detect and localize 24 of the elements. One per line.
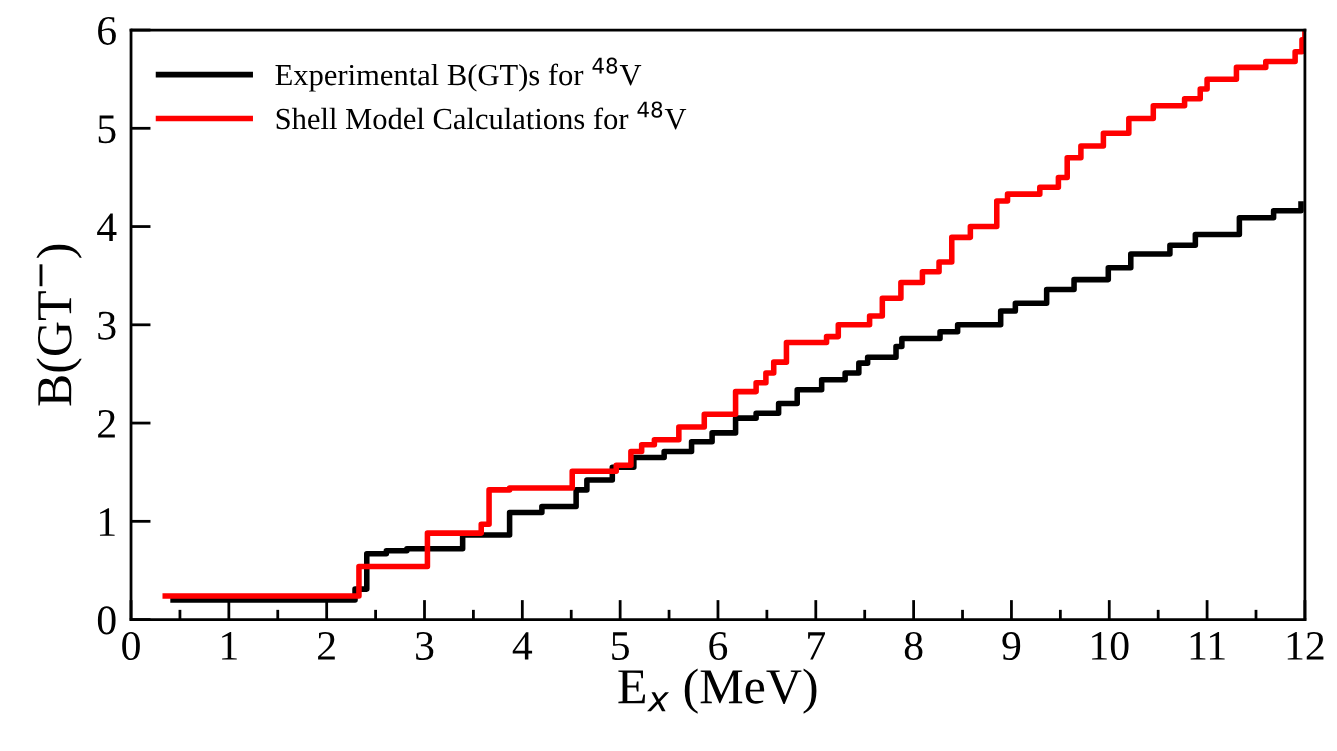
x-tick-label: 9: [1002, 632, 1021, 661]
x-tick-label: 10: [1092, 631, 1129, 661]
y-tick-label: 5: [98, 115, 116, 144]
x-tick-label: 2: [318, 632, 335, 660]
y-axis-title: B(GT$^{−}$): [36, 244, 82, 406]
y-tick-label: 6: [98, 16, 116, 45]
y-tick-label: 0: [97, 606, 116, 635]
x-axis-title: E$_{x}$ (MeV): [618, 668, 817, 714]
x-tick-label: 11: [1190, 632, 1225, 660]
x-tick-label: 7: [808, 632, 826, 660]
x-tick-label: 6: [709, 632, 728, 661]
y-tick-label: 4: [97, 213, 117, 242]
y-tick-label: 2: [98, 409, 115, 438]
x-tick-label: 1: [222, 632, 237, 660]
x-tick-label: 4: [512, 632, 533, 660]
legend-label: Shell Model Calculations for $^{48}$V: [276, 101, 687, 130]
legend-label: Experimental B(GT)s for $^{48}$V: [275, 57, 642, 92]
y-tick-label: 1: [99, 508, 115, 536]
x-tick-label: 12: [1287, 632, 1324, 660]
x-tick-label: 0: [122, 631, 140, 661]
x-tick-label: 3: [416, 632, 434, 661]
x-tick-label: 5: [612, 632, 629, 661]
x-tick-label: 8: [904, 631, 923, 661]
y-tick-label: 3: [98, 311, 116, 340]
